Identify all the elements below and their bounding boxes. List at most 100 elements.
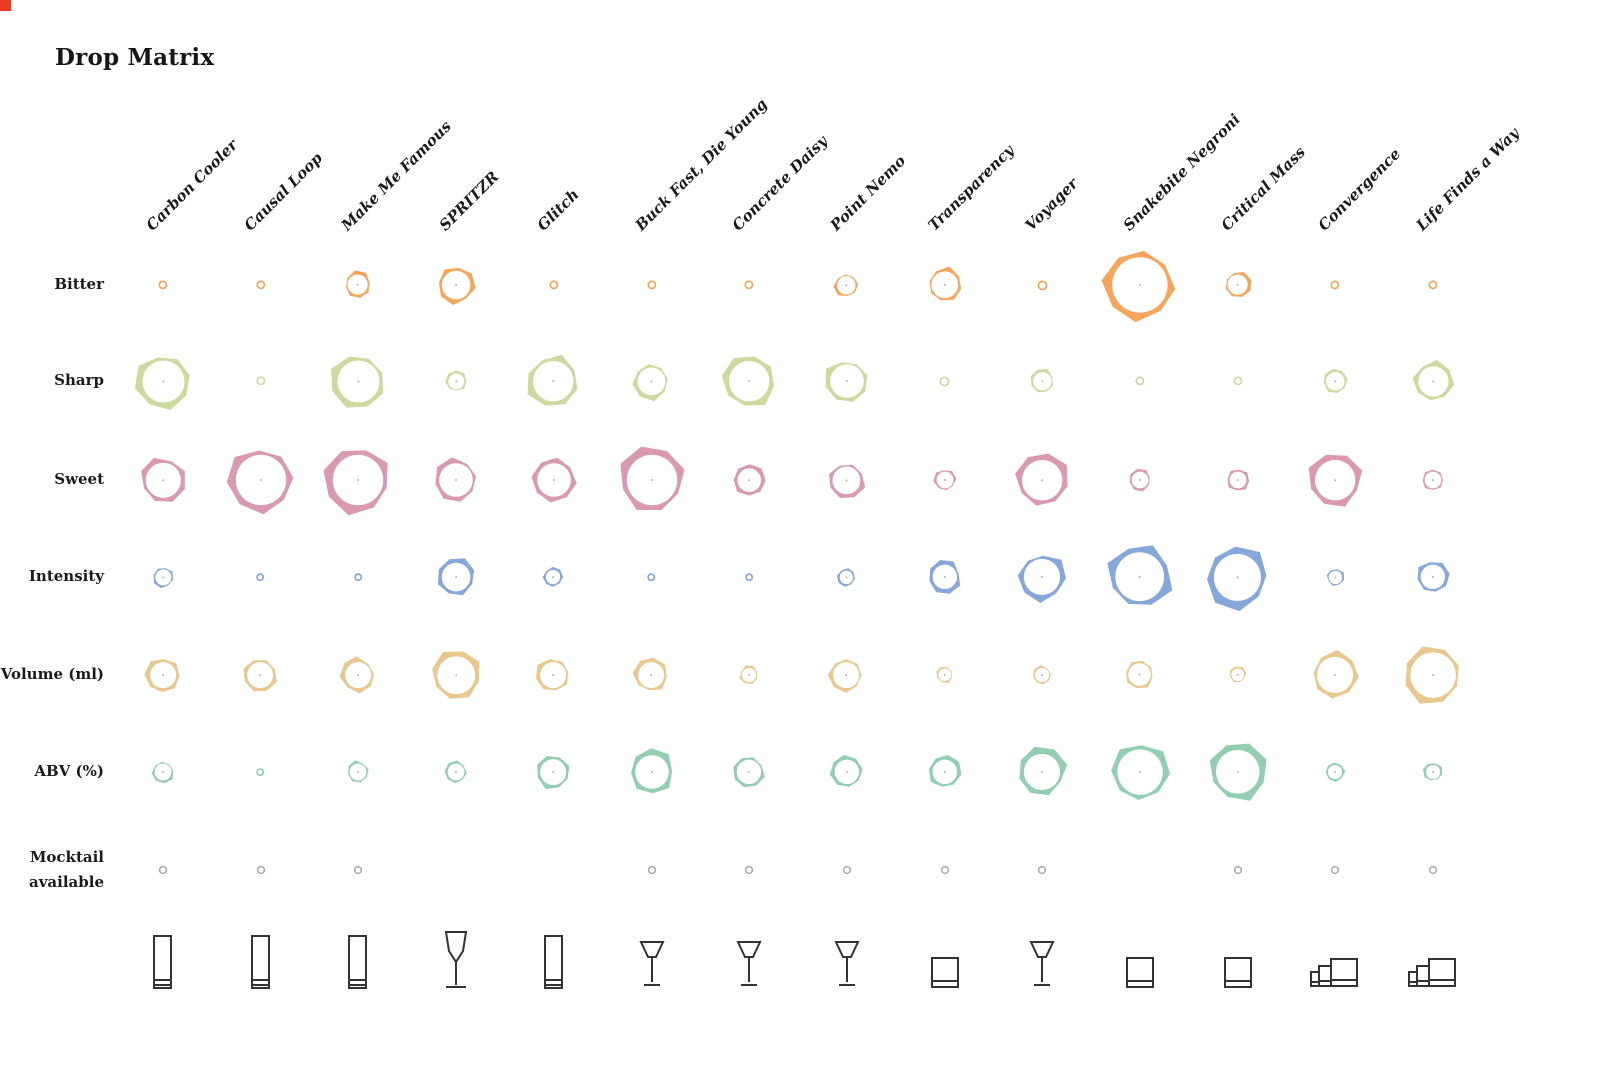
column-header: Convergence	[1314, 144, 1405, 235]
matrix-cell	[1420, 467, 1446, 493]
matrix-cell	[1105, 737, 1176, 808]
matrix-cell	[136, 453, 191, 508]
matrix-cell	[744, 572, 755, 583]
matrix-cell	[646, 279, 658, 291]
matrix-cell	[1324, 761, 1347, 784]
matrix-cell	[342, 269, 374, 301]
matrix-cell	[1097, 242, 1183, 328]
matrix-cell	[1031, 664, 1054, 687]
matrix-cell	[542, 566, 565, 589]
matrix-cell	[1232, 375, 1244, 387]
matrix-cell	[326, 349, 391, 414]
matrix-cell	[443, 759, 469, 785]
matrix-cell	[1122, 657, 1158, 693]
mocktail-dot	[1037, 865, 1047, 875]
matrix-cell	[1422, 761, 1445, 784]
glass-icon-highball	[345, 934, 371, 992]
matrix-cell	[1410, 358, 1457, 405]
matrix-cell	[1014, 744, 1070, 800]
matrix-cell	[935, 665, 955, 685]
row-label: ABV (%)	[34, 762, 104, 780]
matrix-cell	[743, 279, 755, 291]
row-label: Bitter	[54, 275, 104, 293]
matrix-cell	[938, 375, 951, 388]
column-header: Causal Loop	[240, 149, 326, 235]
matrix-cell	[626, 746, 678, 798]
matrix-cell	[427, 646, 486, 705]
matrix-cell	[630, 360, 673, 403]
glass-icon-wine	[439, 930, 473, 992]
matrix-cell	[1127, 467, 1153, 493]
row-label: Intensity	[28, 567, 104, 585]
column-header: Transparency	[924, 141, 1018, 235]
matrix-cell	[1398, 640, 1469, 711]
column-header: Voyager	[1021, 174, 1082, 235]
matrix-cell	[255, 767, 266, 778]
mocktail-dot	[1428, 865, 1438, 875]
corner-marker	[0, 0, 11, 11]
matrix-cell	[1427, 279, 1439, 291]
matrix-cell	[646, 572, 657, 583]
matrix-cell	[1228, 665, 1248, 685]
matrix-cell	[1102, 539, 1178, 615]
matrix-cell	[1204, 738, 1272, 806]
matrix-cell	[1201, 541, 1274, 614]
mocktail-dot	[842, 865, 852, 875]
column-header: Concrete Daisy	[728, 132, 831, 235]
matrix-cell	[1225, 467, 1251, 493]
matrix-cell	[932, 467, 958, 493]
matrix-cell	[613, 441, 691, 519]
glass-icon-highball	[150, 934, 176, 992]
glass-icon-coupe	[830, 940, 864, 992]
matrix-cell	[828, 753, 866, 791]
glass-icon-rocks	[1125, 956, 1155, 992]
matrix-cell	[836, 567, 857, 588]
matrix-cell	[738, 664, 761, 687]
matrix-cell	[718, 350, 781, 413]
glass-icon-highball	[541, 934, 567, 992]
matrix-cell	[1222, 269, 1254, 301]
matrix-cell	[1414, 558, 1452, 596]
matrix-cell	[1329, 279, 1341, 291]
glass-icon-coupe	[1025, 940, 1059, 992]
matrix-cell	[832, 271, 861, 300]
matrix-cell	[1307, 647, 1363, 703]
matrix-cell	[826, 655, 867, 696]
matrix-cell	[143, 655, 184, 696]
matrix-cell	[255, 572, 266, 583]
row-label: Volume (ml)	[0, 665, 104, 683]
matrix-cell	[924, 264, 966, 306]
mocktail-dot	[353, 865, 363, 875]
matrix-cell	[825, 459, 868, 502]
glass-icon-cans	[1407, 956, 1459, 992]
matrix-cell	[1321, 367, 1350, 396]
column-header: Life Finds a Way	[1412, 124, 1523, 235]
matrix-cell	[345, 759, 371, 785]
matrix-cell	[434, 263, 479, 308]
column-header: Make Me Famous	[337, 117, 455, 235]
column-header: SPRITZR	[435, 167, 503, 235]
mocktail-dot	[158, 865, 168, 875]
matrix-cell	[1011, 449, 1074, 512]
page-title: Drop Matrix	[55, 44, 215, 71]
matrix-cell	[522, 350, 585, 413]
matrix-cell	[444, 369, 469, 394]
matrix-cell	[1028, 367, 1057, 396]
row-label: Sharp	[54, 371, 104, 389]
glass-icon-highball	[248, 934, 274, 992]
matrix-cell	[528, 454, 580, 506]
mocktail-dot	[744, 865, 754, 875]
matrix-cell	[131, 349, 196, 414]
glass-icon-coupe	[732, 940, 766, 992]
matrix-cell	[255, 375, 267, 387]
column-header: Point Nemo	[826, 151, 910, 235]
matrix-cell	[240, 655, 281, 696]
column-header: Critical Mass	[1217, 143, 1309, 235]
row-label: Mocktail available	[29, 848, 104, 891]
matrix-cell	[222, 441, 300, 519]
glass-icon-coupe	[635, 940, 669, 992]
matrix-cell	[319, 441, 397, 519]
matrix-cell	[434, 555, 479, 600]
glass-icon-rocks	[1223, 956, 1253, 992]
